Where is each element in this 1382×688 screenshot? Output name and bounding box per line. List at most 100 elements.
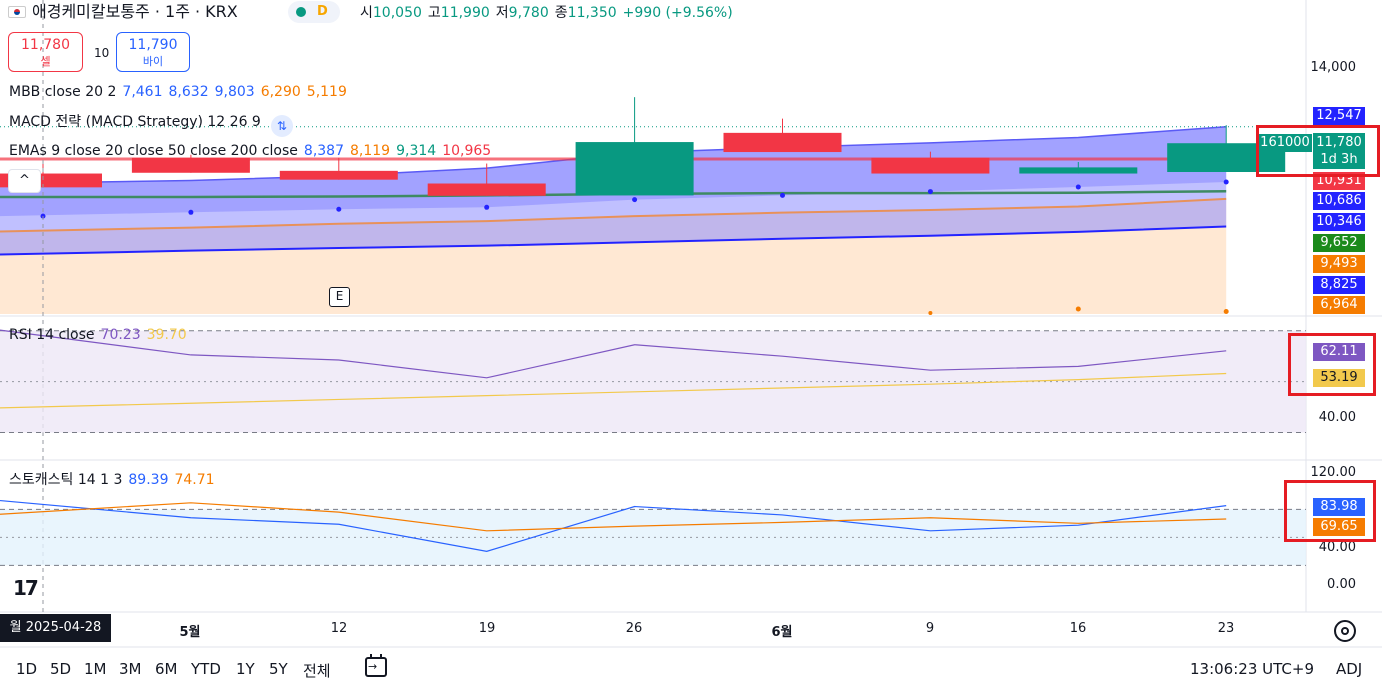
current-price-tag: 11,780 1d 3h <box>1313 133 1365 169</box>
price-line-tag: 9,493 <box>1313 255 1365 273</box>
bollinger-middle-dot <box>484 204 490 210</box>
stoch-tick: 0.00 <box>1327 577 1356 592</box>
legend-mbb-value: 6,290 <box>260 84 301 100</box>
timeframe-button-ytd[interactable]: YTD <box>191 660 221 678</box>
legend-mbb-value: 7,461 <box>122 84 163 100</box>
price-tick: 14,000 <box>1310 60 1357 75</box>
bollinger-lower-line <box>0 225 1227 256</box>
market-open-dot-icon <box>296 7 306 17</box>
legend-stoch-value: 89.39 <box>128 472 169 488</box>
buy-label: 바이 <box>142 55 164 68</box>
bollinger-middle-dot <box>1223 179 1229 185</box>
candle-body <box>1019 167 1138 174</box>
sell-label: 셀 <box>40 55 51 68</box>
crosshair-date-tag: 월 2025-04-28 <box>0 614 111 642</box>
symbol-title-text: 애경케미칼보통주 · 1주 · KRX <box>32 2 238 21</box>
gear-icon[interactable] <box>1334 620 1356 642</box>
legend-mbb[interactable]: MBB close 20 2 7,461 8,632 9,803 6,290 5,119 <box>9 83 353 101</box>
price-line-tag: 8,825 <box>1313 276 1365 294</box>
timeframe-button-1d[interactable]: 1D <box>16 660 38 678</box>
buy-price: 11,790 <box>128 37 178 53</box>
legend-emas-value: 8,119 <box>350 143 391 159</box>
ohlc-value: 10,050 <box>372 5 422 21</box>
ohlc-value: 11,990 <box>440 5 490 21</box>
adj-toggle[interactable]: ADJ <box>1336 660 1363 678</box>
go-to-date-icon[interactable] <box>365 654 387 677</box>
price-line-tag: 9,652 <box>1313 234 1365 252</box>
clock[interactable]: 13:06:23 UTC+9 <box>1190 660 1314 678</box>
timeframe-button-6m[interactable]: 6M <box>155 660 178 678</box>
stoch-tick: 120.00 <box>1310 465 1357 480</box>
legend-emas-value: 8,387 <box>303 143 344 159</box>
timeframe-button-5d[interactable]: 5D <box>50 660 72 678</box>
time-axis-label: 6월 <box>771 625 793 640</box>
stoch-tick: 40.00 <box>1318 540 1356 555</box>
timeframe-button-전체[interactable]: 전체 <box>303 662 331 680</box>
rsi-line <box>0 329 1227 379</box>
timeframe-button-5y[interactable]: 5Y <box>269 660 288 678</box>
price-line-tag: 12,547 <box>1313 107 1365 125</box>
status-letter: D <box>317 4 328 19</box>
ohlc-key: 시 <box>360 5 373 21</box>
earnings-marker[interactable]: E <box>329 287 350 307</box>
bollinger-middle-dot <box>780 192 785 198</box>
strategy-settings-icon[interactable]: ⇅ <box>270 115 293 137</box>
legend-emas-value: 10,965 <box>442 143 492 159</box>
legend-stoch-name: 스토캐스틱 14 1 3 <box>9 472 123 488</box>
highlight-price-tag <box>1256 125 1380 177</box>
sell-price: 11,780 <box>21 37 70 53</box>
timeframe-button-1y[interactable]: 1Y <box>236 660 255 678</box>
rsi-tick: 40.00 <box>1318 410 1356 425</box>
legend-emas[interactable]: EMAs 9 close 20 close 50 close 200 close… <box>9 142 497 160</box>
rsi-value-tag: 62.11 <box>1313 343 1365 361</box>
price-line-tag: 10,346 <box>1313 213 1365 231</box>
stoch-k-line <box>0 499 1227 552</box>
legend-stoch[interactable]: 스토캐스틱 14 1 3 89.39 74.71 <box>9 471 221 489</box>
time-axis-label: 26 <box>625 621 643 636</box>
time-axis-label: 23 <box>1217 621 1235 636</box>
time-axis-label: 12 <box>330 621 348 636</box>
chevron-up-icon: ^ <box>19 173 30 188</box>
collapse-legend-button[interactable]: ^ <box>8 169 41 193</box>
legend-rsi-name: RSI 14 close <box>9 327 95 343</box>
time-axis-label: 9 <box>925 621 935 636</box>
time-axis-label: 16 <box>1069 621 1087 636</box>
timeframe-button-3m[interactable]: 3M <box>119 660 142 678</box>
timeframe-button-1m[interactable]: 1M <box>84 660 107 678</box>
candle-body <box>723 132 842 153</box>
legend-mbb-value: 5,119 <box>306 84 347 100</box>
price-line-tag: 10,686 <box>1313 192 1365 210</box>
tradingview-logo[interactable]: 17 <box>13 576 39 600</box>
legend-mbb-value: 8,632 <box>168 84 209 100</box>
candle-body <box>131 157 250 173</box>
lower-ma-dot <box>1075 306 1081 312</box>
buy-button[interactable]: 11,790 바이 <box>116 32 190 72</box>
candle-body <box>427 183 546 196</box>
bollinger-middle-dot <box>927 189 933 195</box>
stoch-d-line <box>0 502 1227 532</box>
rsi-ma-line <box>0 372 1227 409</box>
lower-ma-dot <box>1223 309 1229 315</box>
ema-orange-line <box>0 197 1227 233</box>
bollinger-middle-dot <box>336 206 342 212</box>
highlight-rsi-tags <box>1288 333 1376 396</box>
legend-rsi[interactable]: RSI 14 close 70.23 39.70 <box>9 326 193 344</box>
legend-rsi-value: 39.70 <box>146 327 187 343</box>
ohlc-legend: 시10,050 고11,990 저9,780 종11,350 +990 (+9.56%) <box>360 4 739 22</box>
market-status-pill[interactable]: D <box>288 1 340 23</box>
time-axis-label: 5월 <box>179 625 201 640</box>
legend-macd[interactable]: MACD 전략 (MACD Strategy) 12 26 9 ⇅ <box>9 113 293 137</box>
ohlc-value: 11,350 <box>567 5 617 21</box>
time-axis-label: 19 <box>478 621 496 636</box>
legend-mbb-name: MBB close 20 2 <box>9 84 117 100</box>
stoch-value-tag: 69.65 <box>1313 518 1365 536</box>
legend-emas-value: 9,314 <box>396 143 437 159</box>
sell-button[interactable]: 11,780 셀 <box>8 32 83 72</box>
symbol-title[interactable]: 애경케미칼보통주 · 1주 · KRX <box>8 3 238 21</box>
ohlc-key: 고 <box>427 5 441 21</box>
legend-emas-name: EMAs 9 close 20 close 50 close 200 close <box>9 143 298 159</box>
bollinger-middle-dot <box>632 197 638 203</box>
ohlc-key: 저 <box>495 5 509 21</box>
ohlc-value: 9,780 <box>508 5 549 21</box>
